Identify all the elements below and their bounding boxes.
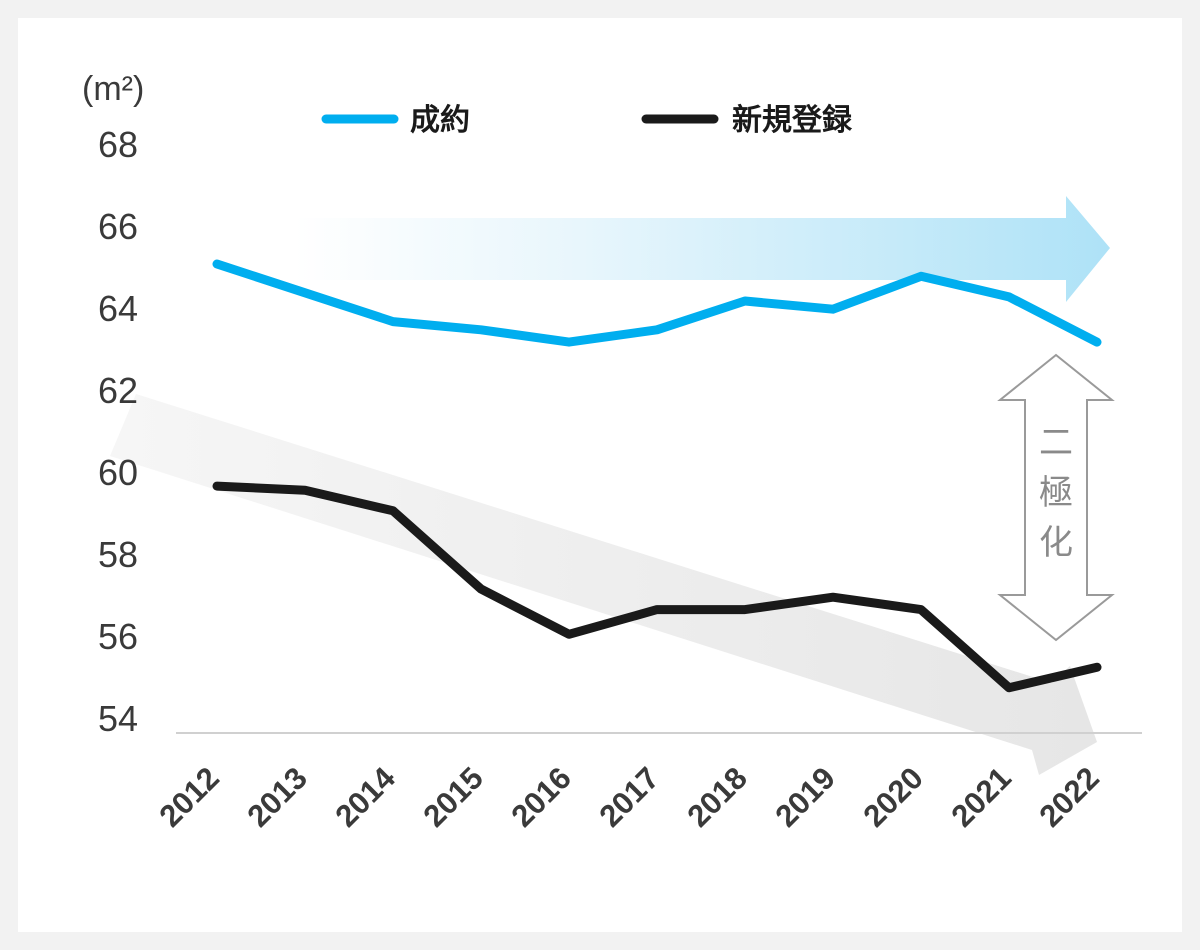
legend-label-new-listing: 新規登録 bbox=[732, 103, 853, 137]
double-arrow-shape bbox=[997, 353, 1115, 642]
y-tick-label: 68 bbox=[98, 124, 138, 165]
x-tick-label: 2015 bbox=[416, 760, 490, 834]
polarization-label-char-1: 二 bbox=[1039, 424, 1073, 462]
legend-label-contract: 成約 bbox=[410, 104, 470, 137]
upward-trend-arrow-shape bbox=[295, 196, 1110, 302]
y-tick-label: 66 bbox=[98, 206, 138, 247]
x-tick-label: 2014 bbox=[328, 760, 402, 834]
y-tick-label: 58 bbox=[98, 534, 138, 575]
x-tick-label: 2012 bbox=[152, 760, 226, 834]
y-tick-label: 54 bbox=[98, 698, 138, 739]
legend: 成約 新規登録 bbox=[321, 103, 853, 137]
x-tick-label: 2019 bbox=[768, 760, 842, 834]
x-tick-label: 2021 bbox=[944, 760, 1018, 834]
y-tick-label: 64 bbox=[98, 288, 138, 329]
y-axis-ticks: 68 66 64 62 60 58 56 54 bbox=[98, 124, 138, 739]
x-tick-label: 2018 bbox=[680, 760, 754, 834]
series-line-new-listing bbox=[212, 481, 1102, 693]
x-tick-label: 2020 bbox=[856, 760, 930, 834]
x-tick-label: 2016 bbox=[504, 760, 578, 834]
downward-trend-arrow-shape bbox=[110, 394, 1097, 775]
y-tick-label: 62 bbox=[98, 370, 138, 411]
x-axis-ticks: 2012 2013 2014 2015 2016 2017 2018 2019 … bbox=[152, 760, 1106, 834]
polarization-label-char-2: 極 bbox=[1039, 474, 1073, 512]
y-tick-label: 60 bbox=[98, 452, 138, 493]
x-tick-label: 2017 bbox=[592, 760, 666, 834]
y-tick-label: 56 bbox=[98, 616, 138, 657]
series-line-contract bbox=[212, 259, 1102, 347]
polarization-annotation: 二 極 化 bbox=[997, 353, 1115, 642]
y-axis-unit-label: (m²) bbox=[82, 70, 144, 108]
x-tick-label: 2013 bbox=[240, 760, 314, 834]
polarization-label-char-3: 化 bbox=[1039, 524, 1073, 562]
